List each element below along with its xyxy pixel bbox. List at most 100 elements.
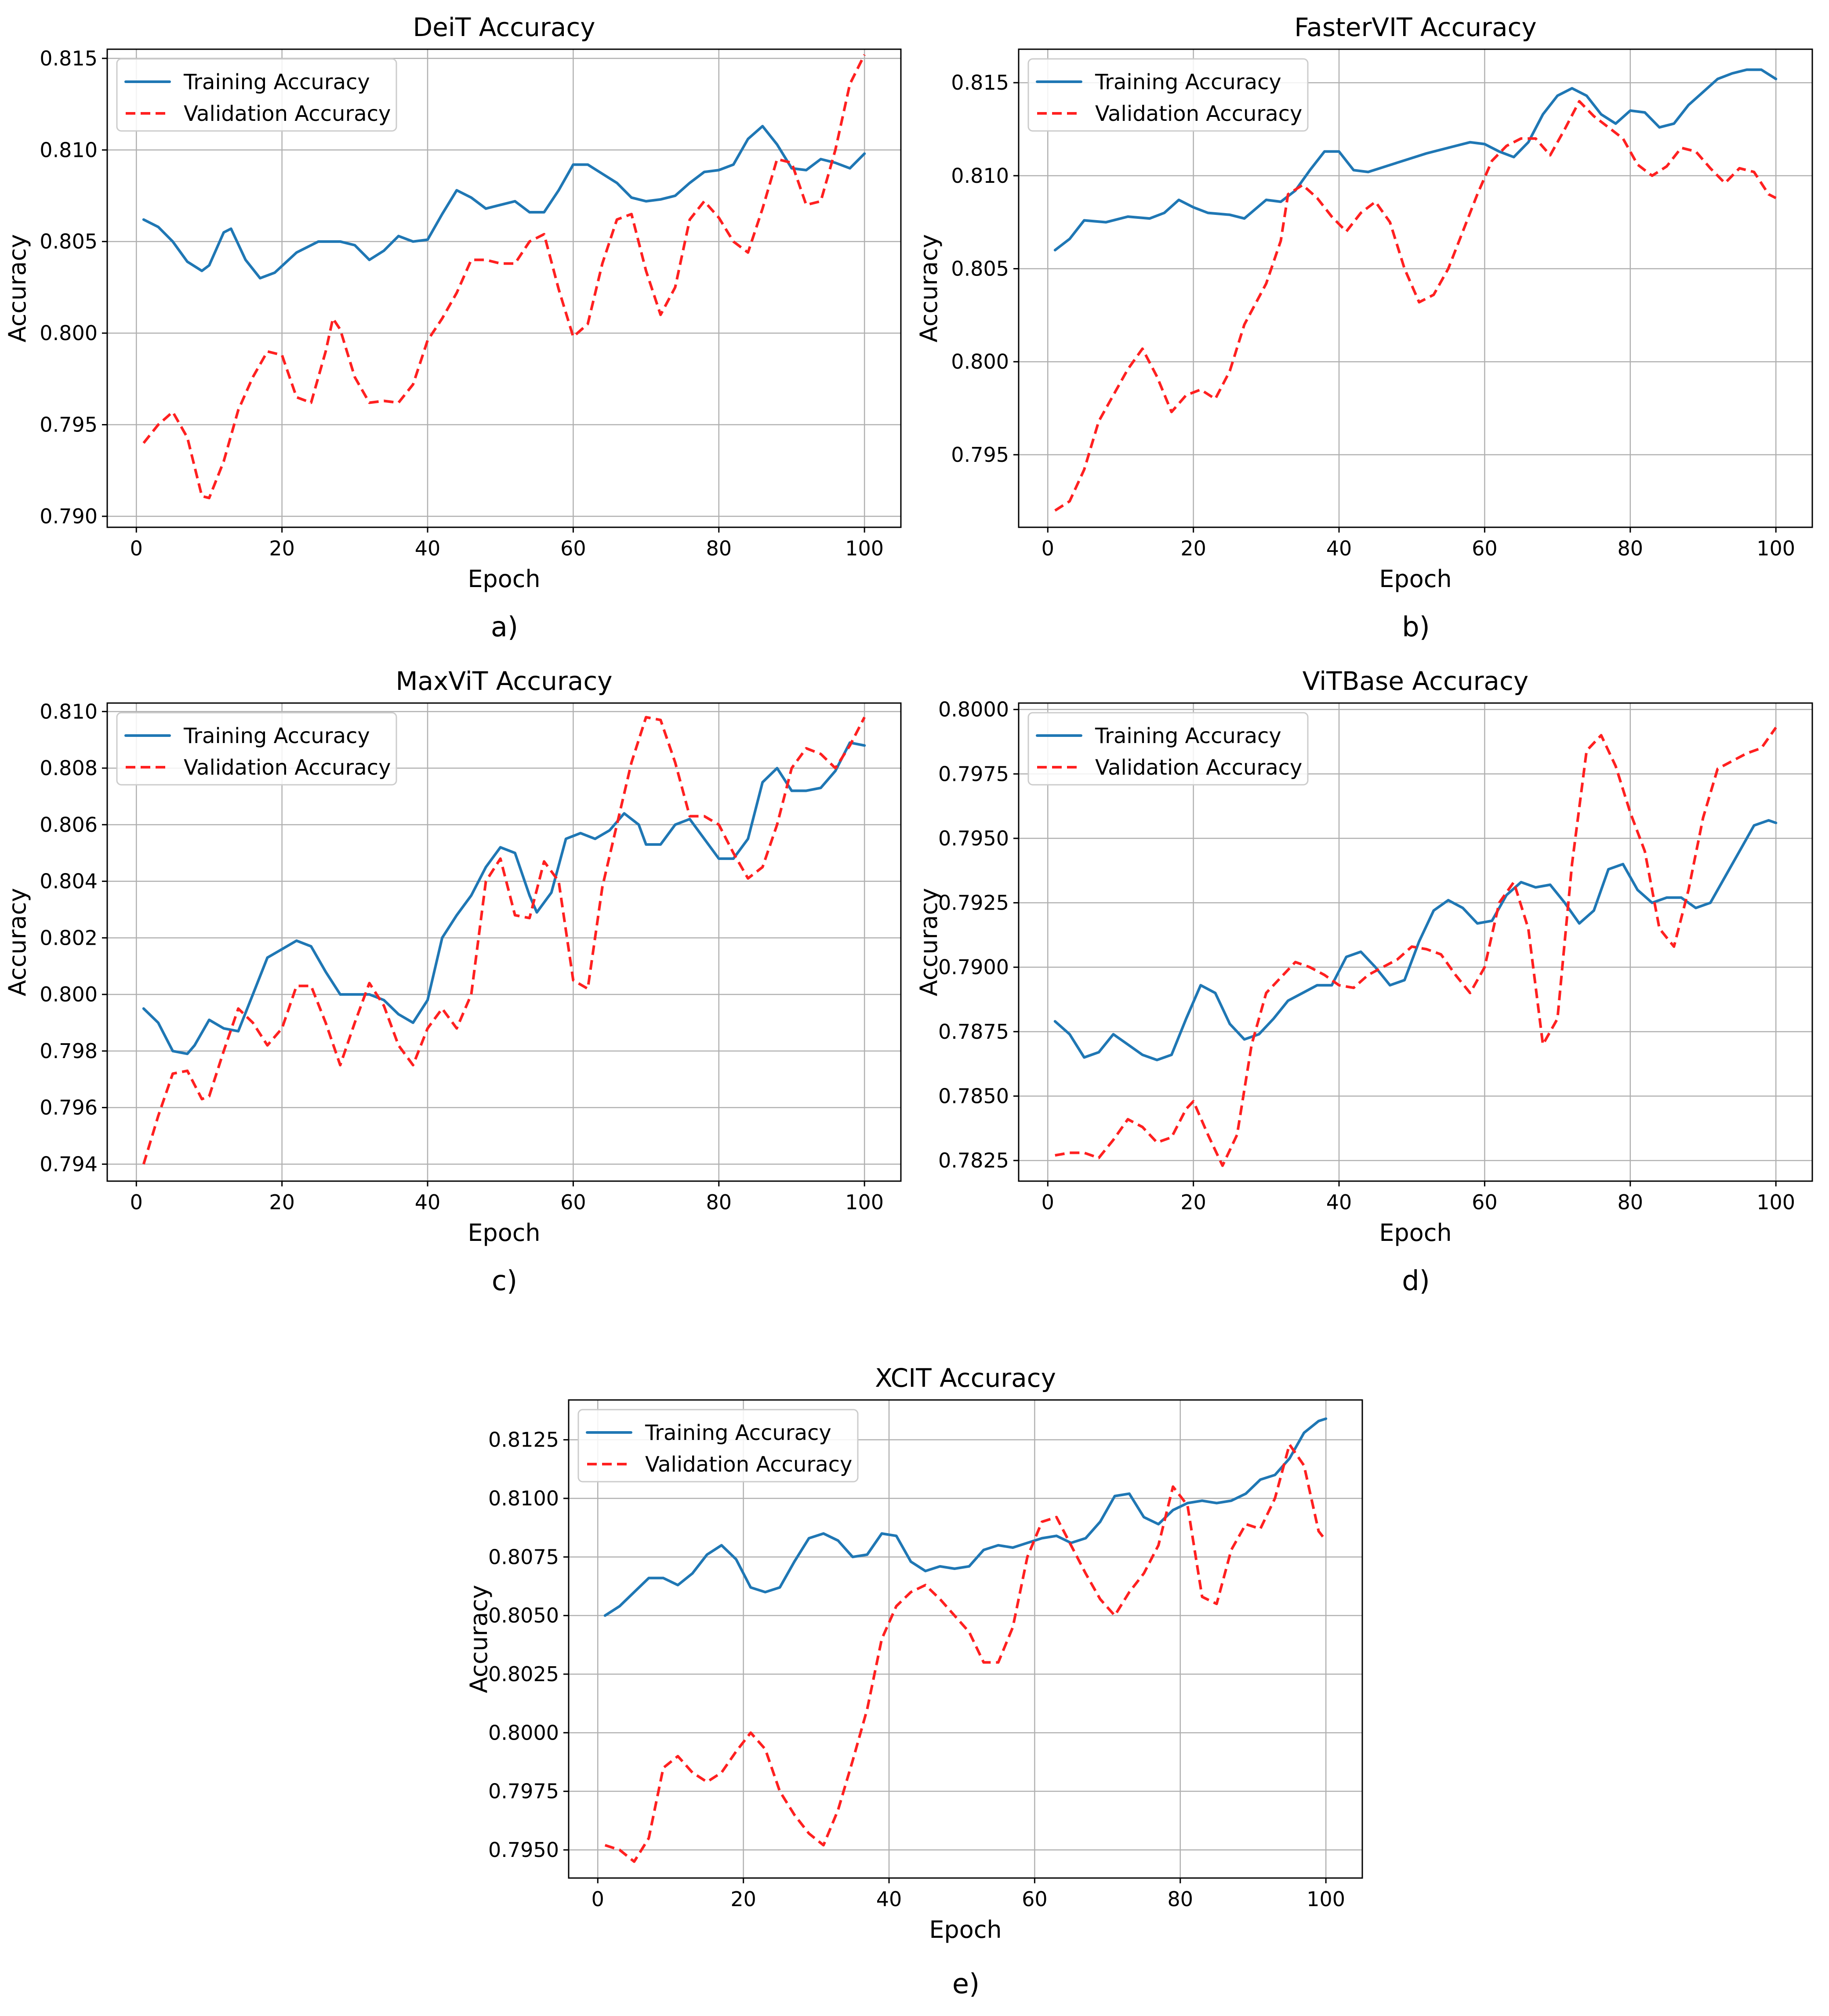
legend-label: Training Accuracy — [183, 70, 370, 94]
x-tick-label: 0 — [1042, 537, 1054, 560]
panel-label: a) — [491, 611, 518, 643]
validation-accuracy-line — [604, 1443, 1327, 1863]
x-axis-label: Epoch — [1379, 1219, 1452, 1247]
validation-accuracy-line — [142, 54, 866, 500]
x-tick-label: 80 — [1618, 537, 1644, 560]
y-tick-label: 0.795 — [951, 443, 1009, 467]
y-axis-label: Accuracy — [4, 234, 31, 343]
y-tick-label: 0.810 — [40, 700, 98, 723]
validation-accuracy-line — [1054, 100, 1777, 512]
y-tick-label: 0.8050 — [488, 1604, 559, 1628]
y-axis-label: Accuracy — [465, 1585, 493, 1693]
legend: Training Accuracy Validation Accuracy — [1027, 712, 1309, 786]
x-tick-label: 100 — [1306, 1887, 1345, 1911]
x-tick-label: 80 — [1168, 1887, 1194, 1911]
y-tick-label: 0.7850 — [938, 1084, 1009, 1108]
legend-label: Validation Accuracy — [1095, 102, 1302, 126]
x-tick-label: 80 — [1618, 1190, 1644, 1214]
x-tick-label: 60 — [1472, 1190, 1498, 1214]
panel-label: b) — [1402, 611, 1430, 643]
legend-box — [1027, 712, 1309, 786]
x-tick-label: 40 — [415, 1190, 441, 1214]
y-tick-label: 0.8075 — [488, 1545, 559, 1569]
legend-label: Validation Accuracy — [1095, 755, 1302, 780]
y-tick-label: 0.800 — [40, 983, 98, 1006]
chart-2: 0 20 40 60 80 100 0.795 0.800 0.805 0.810 0.815 Tra… — [915, 12, 1813, 593]
y-tick-label: 0.810 — [40, 138, 98, 162]
legend-box — [1027, 58, 1309, 132]
chart-4: 0 20 40 60 80 100 0.7825 0.7850 0.7875 0.7900 0.79… — [915, 666, 1813, 1247]
chart-5: 0 20 40 60 80 100 0.7950 0.7975 0.8000 0.8025 0.80… — [465, 1363, 1363, 1943]
x-tick-label: 40 — [1326, 1190, 1352, 1214]
y-tick-label: 0.802 — [40, 926, 98, 950]
legend: Training Accuracy Validation Accuracy — [1027, 58, 1309, 132]
legend-label: Validation Accuracy — [645, 1452, 852, 1477]
x-axis-label: Epoch — [468, 565, 540, 593]
x-tick-label: 60 — [560, 537, 586, 560]
x-tick-label: 100 — [1756, 1190, 1795, 1214]
x-tick-label: 0 — [130, 537, 143, 560]
y-tick-label: 0.800 — [40, 321, 98, 345]
legend: Training Accuracy Validation Accuracy — [116, 712, 397, 786]
x-tick-label: 0 — [130, 1190, 143, 1214]
x-tick-label: 20 — [1180, 1190, 1206, 1214]
x-tick-label: 80 — [706, 1190, 732, 1214]
x-tick-label: 20 — [730, 1887, 756, 1911]
y-tick-label: 0.7950 — [938, 827, 1009, 850]
y-tick-label: 0.806 — [40, 813, 98, 837]
legend-label: Training Accuracy — [645, 1421, 831, 1445]
plot-frame — [106, 702, 902, 1182]
y-tick-label: 0.7925 — [938, 891, 1009, 915]
y-tick-label: 0.7975 — [488, 1780, 559, 1803]
training-accuracy-line — [142, 741, 866, 1055]
legend-label: Validation Accuracy — [184, 102, 391, 126]
x-axis-label: Epoch — [929, 1916, 1002, 1943]
y-tick-label: 0.798 — [40, 1039, 98, 1063]
panel-label: e) — [952, 1968, 980, 2000]
x-tick-label: 80 — [706, 537, 732, 560]
chart-title: MaxViT Accuracy — [396, 666, 612, 696]
y-tick-label: 0.796 — [40, 1096, 98, 1120]
chart-3: 0 20 40 60 80 100 0.794 0.796 0.798 0.800 0.802 0.8… — [4, 666, 902, 1247]
y-tick-label: 0.8000 — [488, 1721, 559, 1744]
legend-box — [116, 58, 397, 132]
x-tick-label: 100 — [1756, 537, 1795, 560]
x-tick-label: 60 — [560, 1190, 586, 1214]
y-axis-label: Accuracy — [915, 234, 943, 343]
y-tick-label: 0.808 — [40, 756, 98, 780]
y-tick-label: 0.805 — [40, 230, 98, 254]
x-tick-label: 60 — [1022, 1887, 1048, 1911]
x-tick-label: 20 — [269, 537, 295, 560]
x-tick-label: 100 — [845, 1190, 884, 1214]
panel-label: c) — [492, 1265, 517, 1297]
legend-box — [577, 1409, 859, 1483]
x-tick-label: 40 — [1326, 537, 1352, 560]
x-tick-label: 40 — [415, 537, 441, 560]
legend-label: Training Accuracy — [183, 724, 370, 748]
x-tick-label: 0 — [592, 1887, 604, 1911]
training-accuracy-line — [603, 1417, 1328, 1617]
chart-title: DeiT Accuracy — [413, 12, 595, 42]
y-tick-label: 0.7825 — [938, 1149, 1009, 1172]
y-tick-label: 0.800 — [951, 350, 1009, 373]
x-axis-label: Epoch — [468, 1219, 540, 1247]
validation-accuracy-line — [142, 716, 866, 1165]
plot-frame — [568, 1399, 1363, 1879]
y-tick-label: 0.804 — [40, 870, 98, 893]
y-tick-label: 0.8125 — [488, 1428, 559, 1452]
x-tick-label: 60 — [1472, 537, 1498, 560]
legend-box — [116, 712, 397, 786]
validation-accuracy-line — [1055, 726, 1777, 1167]
y-tick-label: 0.794 — [40, 1152, 98, 1176]
chart-1: 0 20 40 60 80 100 0.790 0.795 0.800 0.805 0.810 0.8… — [4, 12, 902, 593]
x-tick-label: 0 — [1042, 1190, 1054, 1214]
y-tick-label: 0.7875 — [938, 1020, 1009, 1044]
legend: Training Accuracy Validation Accuracy — [577, 1409, 859, 1483]
y-tick-label: 0.810 — [951, 164, 1009, 188]
y-tick-label: 0.8100 — [488, 1487, 559, 1510]
x-tick-label: 100 — [845, 537, 884, 560]
training-accuracy-line — [142, 125, 866, 280]
legend-label: Training Accuracy — [1095, 724, 1281, 748]
y-tick-label: 0.7975 — [938, 762, 1009, 786]
